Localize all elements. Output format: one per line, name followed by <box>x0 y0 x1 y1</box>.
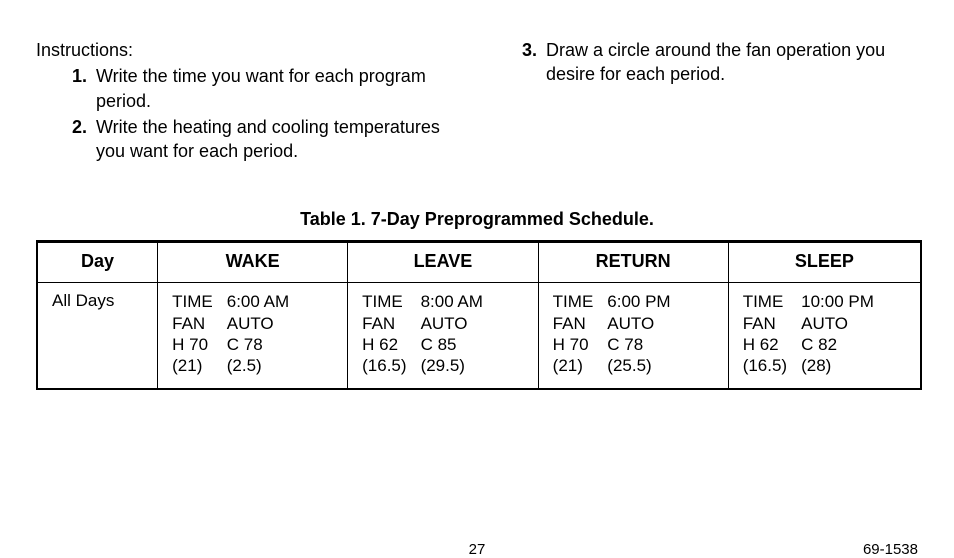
return-value-3: (25.5) <box>607 355 670 376</box>
leave-value-2: C 85 <box>421 334 483 355</box>
cell-day: All Days <box>37 283 158 390</box>
leave-value-3: (29.5) <box>421 355 483 376</box>
leave-value-0: 8:00 AM <box>421 291 483 312</box>
table-header-row: Day WAKE LEAVE RETURN SLEEP <box>37 242 921 283</box>
instruction-item-1: Write the time you want for each program… <box>92 64 468 113</box>
instructions-label: Instructions: <box>36 38 468 62</box>
page: Instructions: Write the time you want fo… <box>0 0 954 557</box>
col-header-sleep: SLEEP <box>728 242 921 283</box>
instructions-columns: Instructions: Write the time you want fo… <box>36 38 918 165</box>
instruction-item-2: Write the heating and cooling temperatur… <box>92 115 468 164</box>
sleep-value-2: C 82 <box>801 334 874 355</box>
leave-label-1: FAN <box>362 313 406 334</box>
sleep-value-1: AUTO <box>801 313 874 334</box>
col-header-return: RETURN <box>538 242 728 283</box>
table-title: Table 1. 7-Day Preprogrammed Schedule. <box>36 209 918 230</box>
sleep-value-0: 10:00 PM <box>801 291 874 312</box>
wake-label-3: (21) <box>172 355 213 376</box>
table-row: All Days TIME FAN H 70 (21) 6:00 AM AUTO… <box>37 283 921 390</box>
return-label-0: TIME <box>553 291 594 312</box>
leave-label-3: (16.5) <box>362 355 406 376</box>
sleep-label-3: (16.5) <box>743 355 787 376</box>
return-label-3: (21) <box>553 355 594 376</box>
schedule-table: Day WAKE LEAVE RETURN SLEEP All Days TIM… <box>36 240 922 390</box>
col-header-day: Day <box>37 242 158 283</box>
cell-wake: TIME FAN H 70 (21) 6:00 AM AUTO C 78 (2.… <box>158 283 348 390</box>
sleep-label-1: FAN <box>743 313 787 334</box>
instructions-list-right: Draw a circle around the fan operation y… <box>486 38 918 87</box>
return-value-1: AUTO <box>607 313 670 334</box>
doc-number: 69-1538 <box>863 541 918 558</box>
return-value-2: C 78 <box>607 334 670 355</box>
return-value-0: 6:00 PM <box>607 291 670 312</box>
return-label-2: H 70 <box>553 334 594 355</box>
sleep-label-0: TIME <box>743 291 787 312</box>
right-column: Draw a circle around the fan operation y… <box>486 38 918 165</box>
instruction-item-3: Draw a circle around the fan operation y… <box>542 38 918 87</box>
sleep-value-3: (28) <box>801 355 874 376</box>
wake-label-1: FAN <box>172 313 213 334</box>
return-label-1: FAN <box>553 313 594 334</box>
left-column: Instructions: Write the time you want fo… <box>36 38 468 165</box>
cell-sleep: TIME FAN H 62 (16.5) 10:00 PM AUTO C 82 … <box>728 283 921 390</box>
wake-value-1: AUTO <box>227 313 289 334</box>
wake-label-0: TIME <box>172 291 213 312</box>
page-number: 27 <box>0 541 954 558</box>
wake-value-2: C 78 <box>227 334 289 355</box>
leave-value-1: AUTO <box>421 313 483 334</box>
cell-leave: TIME FAN H 62 (16.5) 8:00 AM AUTO C 85 (… <box>348 283 539 390</box>
leave-label-0: TIME <box>362 291 406 312</box>
sleep-label-2: H 62 <box>743 334 787 355</box>
instructions-list-left: Write the time you want for each program… <box>36 64 468 163</box>
wake-value-3: (2.5) <box>227 355 289 376</box>
wake-label-2: H 70 <box>172 334 213 355</box>
cell-return: TIME FAN H 70 (21) 6:00 PM AUTO C 78 (25… <box>538 283 728 390</box>
leave-label-2: H 62 <box>362 334 406 355</box>
col-header-leave: LEAVE <box>348 242 539 283</box>
col-header-wake: WAKE <box>158 242 348 283</box>
wake-value-0: 6:00 AM <box>227 291 289 312</box>
